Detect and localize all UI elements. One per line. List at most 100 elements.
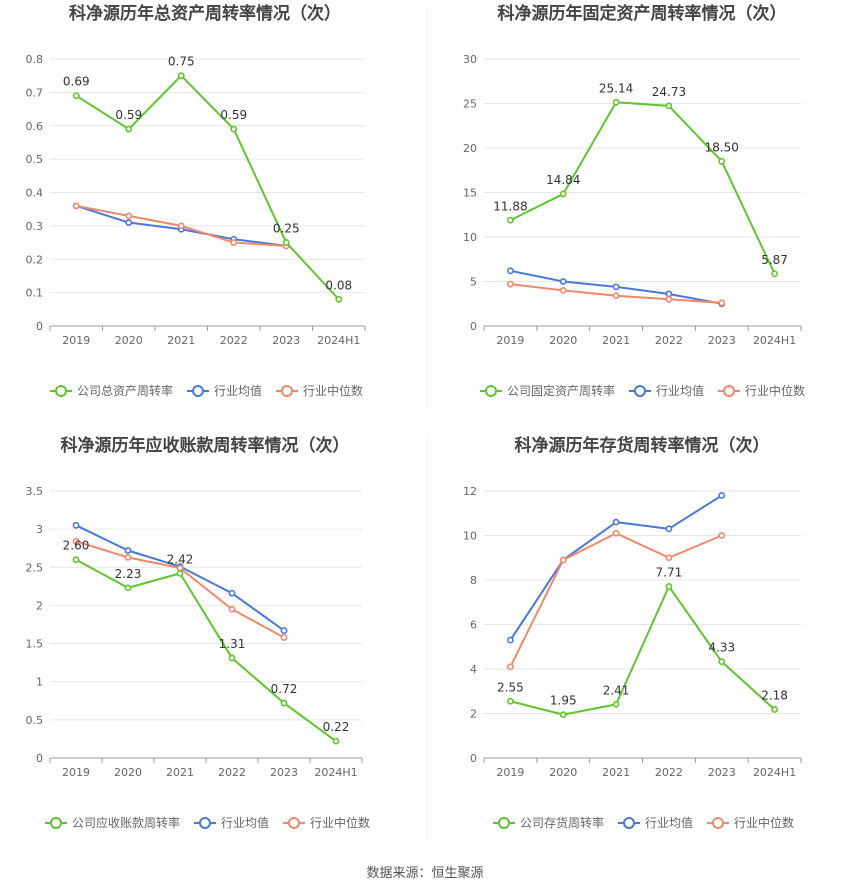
legend-label: 行业均值 — [645, 815, 693, 830]
x-tick-label: 2022 — [655, 334, 683, 347]
legend-swatch-marker — [192, 385, 204, 397]
data-label: 25.14 — [599, 81, 633, 95]
legend-swatch-marker — [485, 385, 497, 397]
series-line-company — [75, 74, 340, 300]
x-tick-label: 2020 — [549, 334, 577, 347]
data-point-average — [559, 278, 567, 285]
data-point-median — [228, 605, 236, 613]
data-point-median — [507, 663, 514, 671]
legend-label: 行业均值 — [214, 383, 262, 398]
data-point-company — [718, 658, 726, 666]
chart-panel-2: 科净源历年固定资产周转率情况（次） 0 5 10 15 20 25 30 2019 2020 202… — [463, 3, 805, 398]
x-tick-label: 2019 — [496, 766, 524, 779]
data-label: 0.69 — [63, 75, 90, 89]
data-label: 2.18 — [761, 688, 788, 702]
data-point-company — [332, 737, 340, 745]
data-point-median — [280, 634, 288, 641]
data-label: 11.88 — [493, 199, 527, 213]
legend-swatch-marker — [50, 817, 62, 829]
series-line-company — [75, 558, 337, 743]
legend-swatch-marker — [623, 817, 635, 829]
data-label: 2.60 — [63, 539, 90, 553]
data-point-median — [177, 222, 185, 230]
data-label: 7.71 — [656, 565, 683, 579]
data-point-average — [125, 219, 133, 226]
series-line-average — [75, 524, 285, 632]
chart-title: 科净源历年总资产周转率情况（次） — [69, 3, 341, 24]
legend-item-average: 行业均值 — [194, 815, 269, 830]
data-label: 2.42 — [167, 552, 194, 566]
legend-label: 公司应收账款周转率 — [72, 815, 180, 830]
y-tick-label: 3 — [36, 523, 43, 536]
data-point-company — [228, 654, 236, 662]
series-line-average — [509, 494, 723, 641]
data-label: 1.31 — [219, 637, 246, 651]
data-point-average — [280, 627, 288, 635]
y-tick-label: 10 — [463, 530, 477, 543]
y-tick-label: 0 — [36, 752, 43, 765]
y-tick-label: 0.1 — [26, 287, 44, 300]
x-tick-label: 2021 — [602, 334, 630, 347]
legend-item-average: 行业均值 — [629, 383, 704, 398]
data-point-company — [612, 700, 620, 708]
chart-panel-4: 科净源历年存货周转率情况（次） 0 2 4 6 8 10 12 2019 2020 2021 2022… — [463, 435, 802, 830]
data-point-company — [771, 270, 778, 278]
data-point-company — [612, 98, 620, 106]
x-tick-label: 2023 — [270, 766, 298, 779]
data-point-company — [335, 295, 343, 303]
data-label: 0.72 — [271, 682, 298, 696]
y-tick-label: 1.5 — [26, 638, 44, 651]
chart-panel-3: 科净源历年应收账款周转率情况（次） 0 0.5 1 1.5 2 2.5 3 3.5 2019 202… — [26, 435, 371, 830]
x-tick-label: 2019 — [62, 334, 90, 347]
legend-item-average: 行业均值 — [187, 383, 262, 398]
legend-swatch-marker — [634, 385, 646, 397]
data-label: 0.25 — [273, 222, 300, 236]
data-point-company — [507, 216, 514, 224]
y-tick-label: 8 — [470, 574, 477, 587]
data-point-company — [771, 706, 778, 713]
data-point-company — [177, 72, 185, 80]
data-label: 24.73 — [652, 85, 686, 99]
data-point-average — [665, 525, 673, 533]
data-point-median — [125, 212, 133, 220]
legend-item-median: 行业中位数 — [283, 815, 370, 830]
data-label: 1.95 — [550, 694, 577, 708]
y-tick-label: 0 — [470, 320, 477, 333]
data-point-average — [228, 589, 236, 597]
data-point-average — [718, 492, 726, 499]
data-point-company — [559, 190, 567, 198]
data-point-company — [125, 125, 133, 133]
y-tick-label: 0.8 — [26, 53, 44, 66]
y-tick-label: 5 — [470, 276, 477, 289]
legend-item-average: 行业均值 — [618, 815, 693, 830]
x-tick-label: 2024H1 — [753, 766, 796, 779]
x-tick-label: 2023 — [708, 766, 736, 779]
data-point-average — [612, 283, 620, 291]
chart-title: 科净源历年存货周转率情况（次） — [515, 435, 770, 456]
y-tick-label: 0.7 — [26, 86, 44, 99]
data-label: 5.87 — [761, 253, 788, 267]
legend-label: 行业均值 — [221, 815, 269, 830]
y-tick-label: 2 — [36, 599, 43, 612]
series-line-median — [509, 532, 723, 668]
data-point-company — [665, 102, 673, 110]
x-tick-label: 2022 — [218, 766, 246, 779]
data-label: 0.59 — [220, 108, 247, 122]
data-point-average — [507, 267, 514, 275]
chart-title: 科净源历年固定资产周转率情况（次） — [498, 3, 787, 24]
data-point-company — [124, 584, 132, 592]
y-tick-label: 12 — [463, 485, 477, 498]
x-tick-label: 2020 — [549, 766, 577, 779]
legend-swatch-marker — [199, 817, 211, 829]
chart-panel-1: 科净源历年总资产周转率情况（次） 0 0.1 0.2 0.3 0.4 0.5 0.6 0.7 0.… — [26, 3, 366, 398]
legend-swatch-marker — [712, 817, 724, 829]
legend-item-median: 行业中位数 — [276, 383, 363, 398]
y-tick-label: 2 — [470, 708, 477, 721]
data-point-company — [559, 711, 567, 719]
x-tick-label: 2023 — [708, 334, 736, 347]
series-line-company — [510, 585, 776, 716]
y-tick-label: 15 — [463, 187, 477, 200]
y-tick-label: 10 — [463, 231, 477, 244]
data-point-average — [72, 521, 80, 529]
